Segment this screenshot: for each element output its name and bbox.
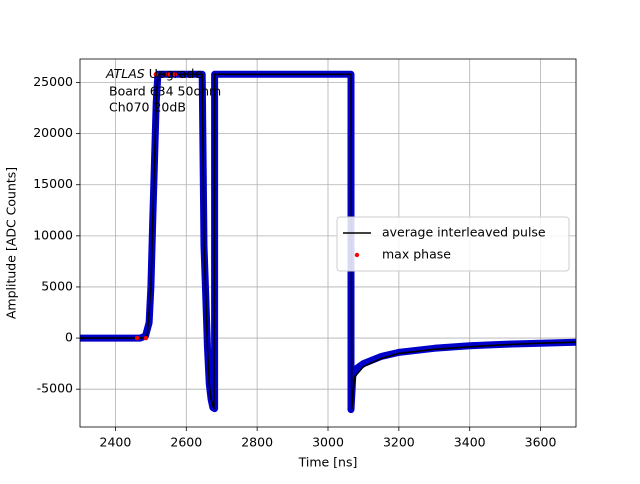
annotation-text: Upgrade	[149, 66, 203, 81]
x-tick-label: 3600	[525, 435, 557, 450]
max-phase-point	[153, 72, 159, 77]
max-phase-point	[143, 335, 149, 341]
legend-label: average interleaved pulse	[382, 225, 546, 240]
x-tick-label: 3200	[383, 435, 415, 450]
x-tick-label: 2600	[170, 435, 202, 450]
x-tick-label: 2400	[100, 435, 132, 450]
y-tick-label: 20000	[33, 125, 73, 140]
y-tick-label: 15000	[33, 176, 73, 191]
legend-marker	[354, 252, 360, 258]
x-axis-label: Time [ns]	[298, 455, 358, 470]
y-tick-label: 10000	[33, 227, 73, 242]
legend-label: max phase	[382, 247, 451, 262]
max-phase-point	[134, 335, 140, 341]
y-axis-label: Amplitude [ADC Counts]	[4, 167, 19, 319]
y-tick-label: 5000	[41, 278, 73, 293]
plot-frame	[79, 58, 577, 428]
y-tick-label: 0	[65, 330, 73, 345]
max-phase-point	[172, 72, 178, 77]
annotation-italic: ATLAS	[105, 66, 145, 81]
annotation: ATLAS Upgrade	[105, 66, 202, 81]
legend-box	[336, 216, 570, 272]
annotation: Ch070 20dB	[109, 100, 186, 115]
x-tick-label: 3400	[454, 435, 486, 450]
max-phase-point	[165, 72, 171, 77]
annotation: Board 634 50ohm	[109, 84, 221, 99]
x-tick-label: 2800	[241, 435, 273, 450]
x-tick-label: 3000	[312, 435, 344, 450]
line	[80, 73, 576, 411]
y-tick-label: -5000	[37, 381, 73, 396]
y-tick-label: 25000	[33, 74, 73, 89]
